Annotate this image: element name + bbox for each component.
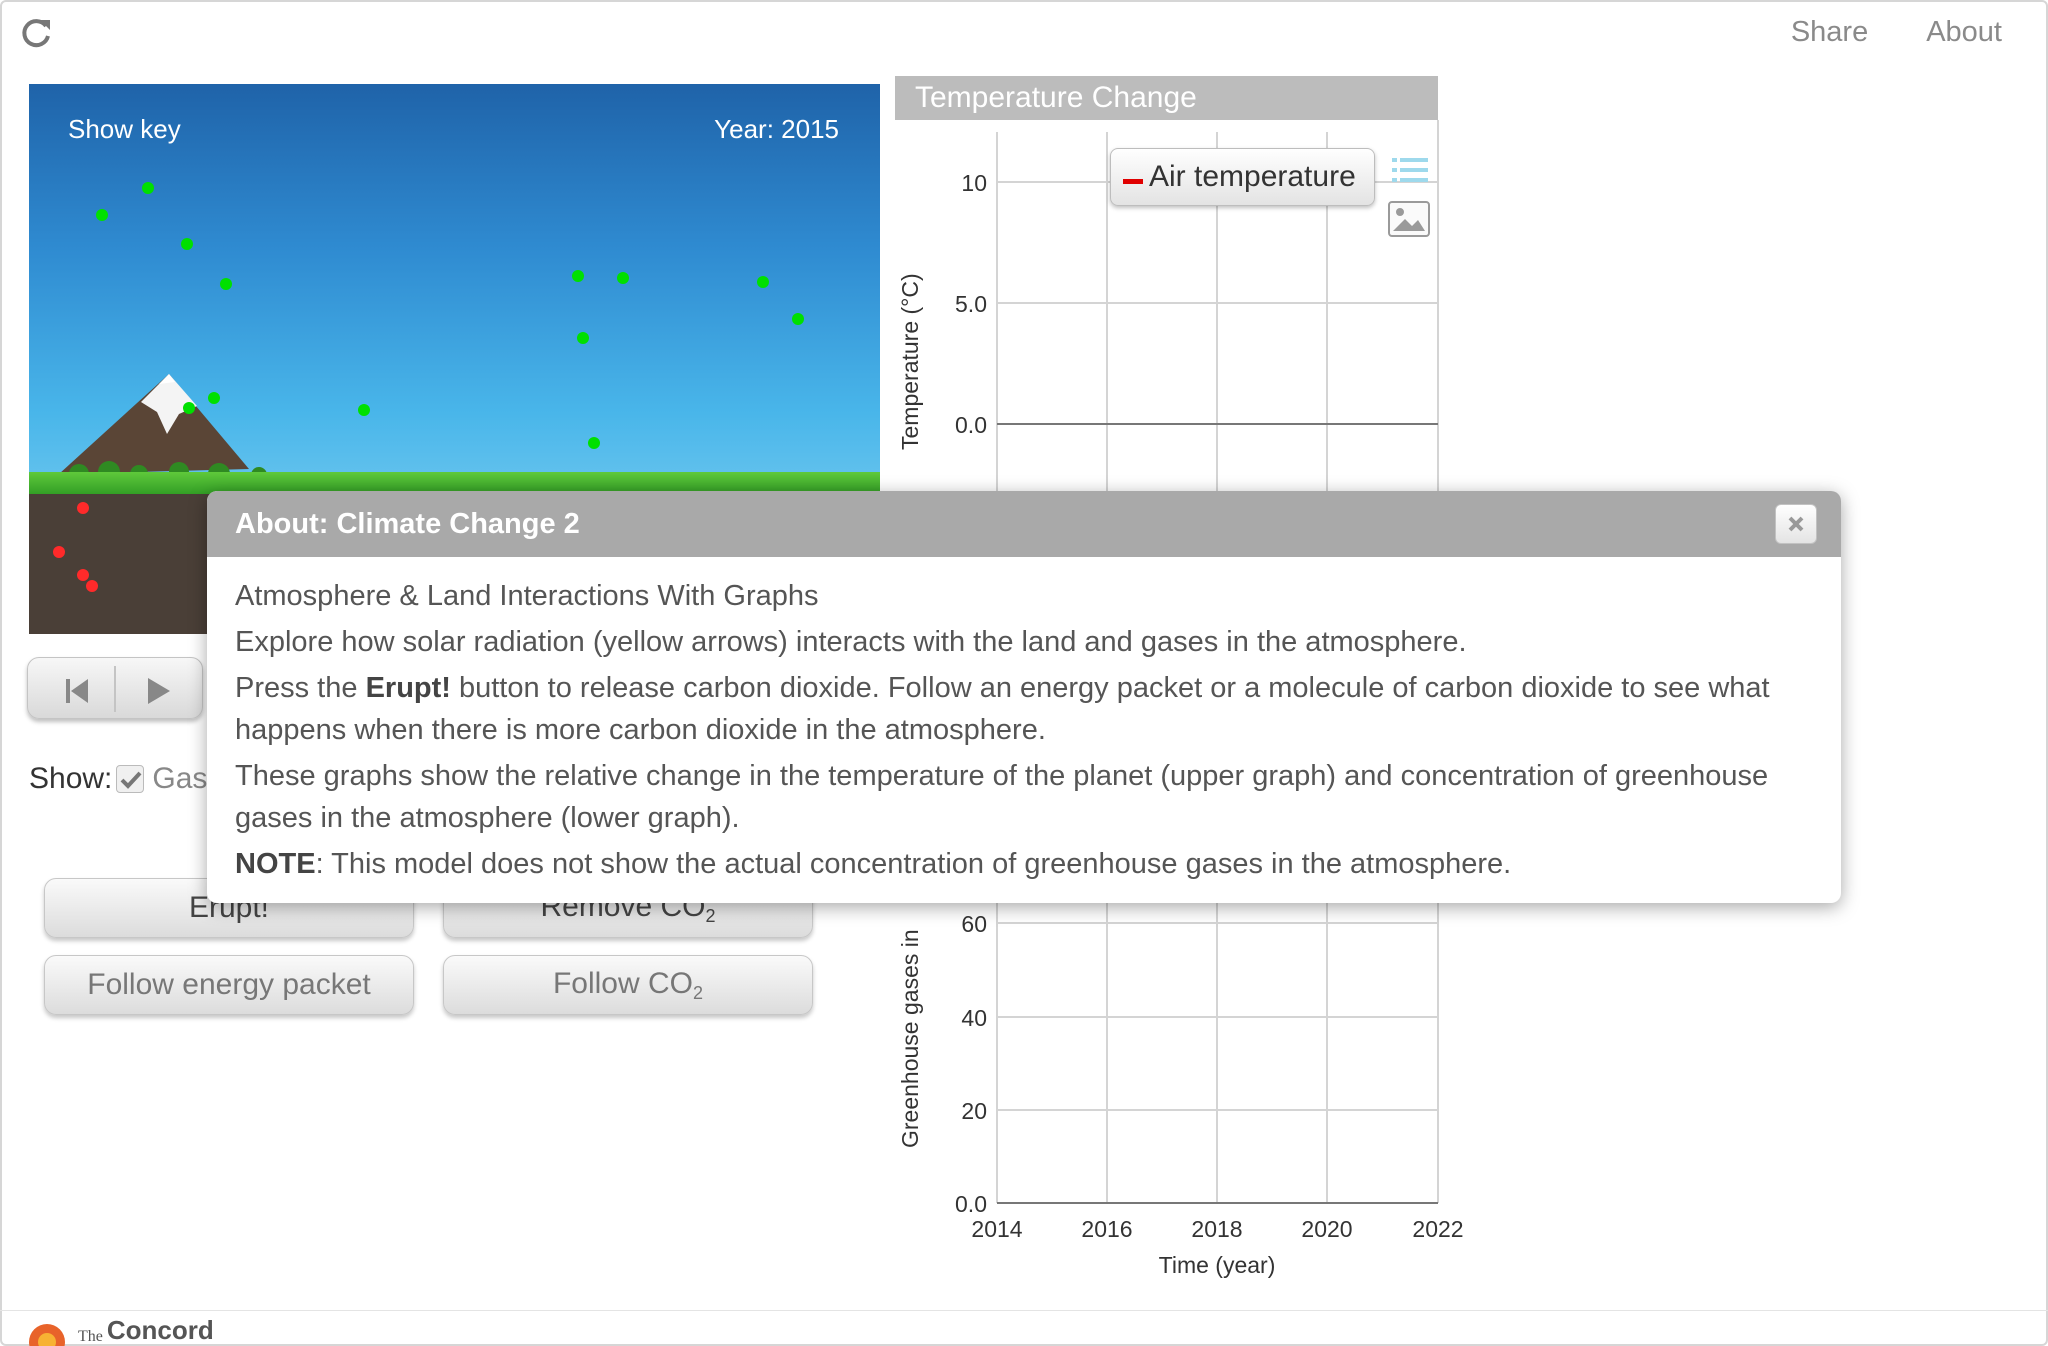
co2-molecule (617, 272, 629, 284)
checkmark-icon (120, 771, 142, 789)
temperature-graph-title: Temperature Change (895, 76, 1438, 120)
show-options: Show: Gas (29, 762, 207, 796)
temp-ytick-5: 5.0 (955, 291, 987, 317)
gas-ytick-60: 60 (961, 911, 987, 937)
co2-molecule (588, 437, 600, 449)
logo-name: Concord (106, 1315, 214, 1345)
molecules-layer (53, 182, 804, 592)
co2-molecule (577, 332, 589, 344)
about-dialog: About: Climate Change 2 Atmosphere & Lan… (207, 491, 1841, 903)
air-temperature-legend[interactable]: Air temperature (1110, 148, 1375, 206)
about-link[interactable]: About (1926, 16, 2002, 48)
year-display: Year: 2015 (714, 114, 839, 144)
co2-molecule (792, 313, 804, 325)
dialog-paragraph-note: NOTE: This model does not show the actua… (235, 848, 1512, 880)
top-nav: Share About (1791, 16, 2002, 49)
follow-energy-button[interactable]: Follow energy packet (44, 955, 414, 1015)
volcano (59, 374, 249, 474)
share-link[interactable]: Share (1790, 16, 1869, 48)
temp-ylabel: Temperature (°C) (897, 273, 923, 450)
dialog-titlebar: About: Climate Change 2 (207, 491, 1841, 557)
xtick-2022: 2022 (1412, 1216, 1463, 1242)
land-carbon-molecule (86, 580, 98, 592)
gases-checkbox[interactable] (116, 765, 145, 793)
temp-ytick-0: 0.0 (955, 412, 987, 438)
reset-icon[interactable] (58, 672, 98, 708)
dialog-paragraph-graphs: These graphs show the relative change in… (235, 760, 1769, 834)
close-button[interactable] (1775, 504, 1817, 544)
legend-label: Air temperature (1149, 160, 1356, 193)
show-key-link[interactable]: Show key (68, 114, 181, 144)
legend-list-icon[interactable] (1390, 154, 1430, 191)
playback-divider (114, 666, 116, 712)
land-carbon-molecule (77, 569, 89, 581)
dialog-paragraph-erupt: Press the Erupt! button to release carbo… (235, 672, 1770, 746)
gas-ylabel: Greenhouse gases in (897, 929, 923, 1148)
xtick-2014: 2014 (971, 1216, 1022, 1242)
gas-ytick-40: 40 (961, 1005, 987, 1031)
co2-molecule (358, 404, 370, 416)
co2-molecule (572, 270, 584, 282)
co2-molecule (208, 392, 220, 404)
follow-energy-label: Follow energy packet (87, 968, 371, 1001)
dialog-subtitle: Atmosphere & Land Interactions With Grap… (235, 580, 819, 612)
reload-icon[interactable] (18, 16, 54, 52)
gas-ytick-0: 0.0 (955, 1191, 987, 1217)
temp-ytick-10: 10 (961, 170, 987, 196)
co2-molecule (220, 278, 232, 290)
co2-molecule (757, 276, 769, 288)
co2-molecule (183, 402, 195, 414)
follow-co2-button[interactable]: Follow CO2 (443, 955, 813, 1015)
logo-the: The (78, 1328, 103, 1345)
concord-flower-icon (29, 1324, 65, 1346)
image-export-icon[interactable] (1387, 200, 1431, 243)
co2-molecule (142, 182, 154, 194)
legend-swatch (1123, 178, 1143, 184)
xtick-2016: 2016 (1081, 1216, 1132, 1242)
dialog-body: Atmosphere & Land Interactions With Grap… (207, 557, 1841, 885)
show-label: Show: (29, 762, 113, 795)
co2-molecule (181, 238, 193, 250)
dialog-paragraph-radiation: Explore how solar radiation (yellow arro… (235, 626, 1467, 658)
xtick-2020: 2020 (1301, 1216, 1352, 1242)
time-xlabel: Time (year) (1159, 1252, 1276, 1278)
co2-molecule (96, 209, 108, 221)
land-carbon-molecule (53, 546, 65, 558)
dialog-title: About: Climate Change 2 (235, 508, 580, 540)
follow-co2-label: Follow CO2 (552, 966, 704, 1003)
xtick-2018: 2018 (1191, 1216, 1242, 1242)
playback-controls (27, 657, 203, 719)
concord-logo[interactable]: The Concord (20, 1312, 214, 1346)
gases-label: Gas (152, 762, 208, 795)
land-carbon-molecule (77, 502, 89, 514)
footer-divider (0, 1310, 2048, 1311)
play-icon[interactable] (138, 672, 178, 708)
gas-ytick-20: 20 (961, 1098, 987, 1124)
greenhouse-graph: 60 40 20 0.0 2014 2016 2018 2020 2022 Ti… (897, 900, 1464, 1278)
close-icon (1788, 516, 1804, 532)
